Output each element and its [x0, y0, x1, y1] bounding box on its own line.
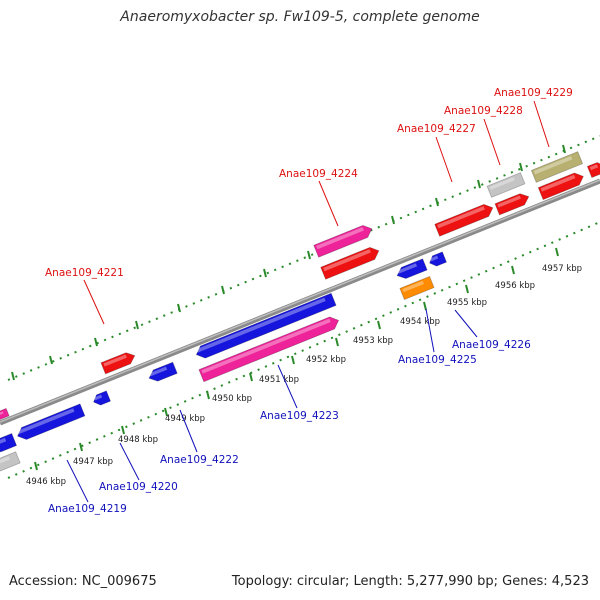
major-tick [206, 390, 210, 400]
major-tick [291, 355, 295, 365]
major-tick [263, 268, 267, 278]
reverse-gene-label[interactable]: Anae109_4219 [48, 503, 127, 515]
major-tick [11, 371, 15, 381]
major-tick [335, 337, 339, 347]
genome-backbone-highlight [0, 179, 600, 423]
major-tick [435, 197, 439, 207]
major-tick [164, 407, 168, 417]
forward-gene-label[interactable]: Anae109_4229 [494, 87, 573, 99]
gene-red[interactable] [434, 202, 496, 237]
gene-blue[interactable] [0, 432, 18, 454]
major-tick [423, 301, 427, 311]
major-tick [79, 442, 83, 452]
gene-red[interactable] [100, 350, 137, 375]
forward-gene-label[interactable]: Anae109_4228 [444, 105, 523, 117]
gene-blue[interactable] [15, 403, 86, 442]
gene-pink[interactable] [198, 314, 341, 383]
tick-label: 4955 kbp [447, 298, 487, 308]
label-connector [119, 442, 140, 481]
genome-summary-text: Topology: circular; Length: 5,277,990 bp… [231, 574, 589, 589]
tick-label: 4956 kbp [495, 281, 535, 291]
genome-backbone [0, 178, 600, 426]
major-tick [221, 285, 225, 295]
major-tick [177, 303, 181, 313]
major-ticks [34, 247, 559, 471]
gene-pink[interactable] [0, 407, 10, 421]
major-tick [511, 265, 515, 275]
tick-label: 4953 kbp [353, 336, 393, 346]
label-connector [483, 118, 501, 166]
gene-blue[interactable] [194, 292, 337, 360]
gene-grey[interactable] [486, 172, 526, 198]
gene-pink[interactable] [313, 223, 375, 258]
forward-gene-label[interactable]: Anae109_4224 [279, 168, 358, 180]
reverse-gene-label[interactable]: Anae109_4223 [260, 410, 339, 422]
forward-gene-label[interactable]: Anae109_4221 [45, 267, 124, 279]
label-connector [179, 409, 198, 453]
upper-tick-track [7, 135, 600, 381]
reverse-gene-label[interactable]: Anae109_4226 [452, 339, 531, 351]
accession-text: Accession: NC_009675 [9, 574, 157, 589]
major-tick [377, 320, 381, 330]
major-tick [562, 144, 566, 154]
major-tick [307, 250, 311, 260]
gene-red[interactable] [494, 191, 531, 216]
label-connector [277, 364, 298, 409]
tick-label: 4950 kbp [212, 394, 252, 404]
tick-label: 4957 kbp [542, 264, 582, 274]
tick-label: 4951 kbp [259, 375, 299, 385]
major-tick [465, 284, 469, 294]
label-connector [318, 180, 339, 227]
label-connector [454, 309, 478, 338]
reverse-gene-label[interactable]: Anae109_4222 [160, 454, 239, 466]
gene-olive[interactable] [530, 151, 584, 183]
map-title: Anaeromyxobacter sp. Fw109-5, complete g… [120, 9, 480, 25]
major-tick [34, 461, 38, 471]
major-tick [555, 247, 559, 257]
gene-red[interactable] [586, 160, 600, 179]
reverse-gene-label[interactable]: Anae109_4225 [398, 354, 477, 366]
major-tick [135, 320, 139, 330]
label-connector [66, 459, 89, 503]
major-tick [49, 355, 53, 365]
gene-blue[interactable] [428, 251, 447, 268]
tick-label: 4954 kbp [400, 317, 440, 327]
gene-red[interactable] [320, 245, 382, 280]
gene-red[interactable] [537, 170, 586, 201]
label-connector [425, 308, 435, 353]
tick-label: 4948 kbp [118, 435, 158, 445]
tick-label: 4946 kbp [26, 477, 66, 487]
tick-label: 4947 kbp [73, 457, 113, 467]
label-connector [83, 279, 105, 325]
gene-orange[interactable] [399, 275, 435, 301]
reverse-gene-label[interactable]: Anae109_4220 [99, 481, 178, 493]
label-connector [533, 100, 550, 148]
tick-label: 4952 kbp [306, 355, 346, 365]
major-tick [121, 425, 125, 435]
tick-label: 4949 kbp [165, 414, 205, 424]
forward-gene-label[interactable]: Anae109_4227 [397, 123, 476, 135]
major-tick [519, 162, 523, 172]
lower-tick-track [7, 221, 600, 479]
major-tick [477, 179, 481, 189]
gene-blue[interactable] [395, 258, 428, 281]
major-tick [94, 337, 98, 347]
major-tick [391, 215, 395, 225]
gene-blue[interactable] [92, 390, 111, 407]
major-tick [249, 372, 253, 382]
gene-blue[interactable] [147, 361, 178, 384]
label-connector [435, 136, 453, 183]
gene-grey[interactable] [0, 451, 21, 475]
upper-major-ticks [11, 144, 566, 381]
